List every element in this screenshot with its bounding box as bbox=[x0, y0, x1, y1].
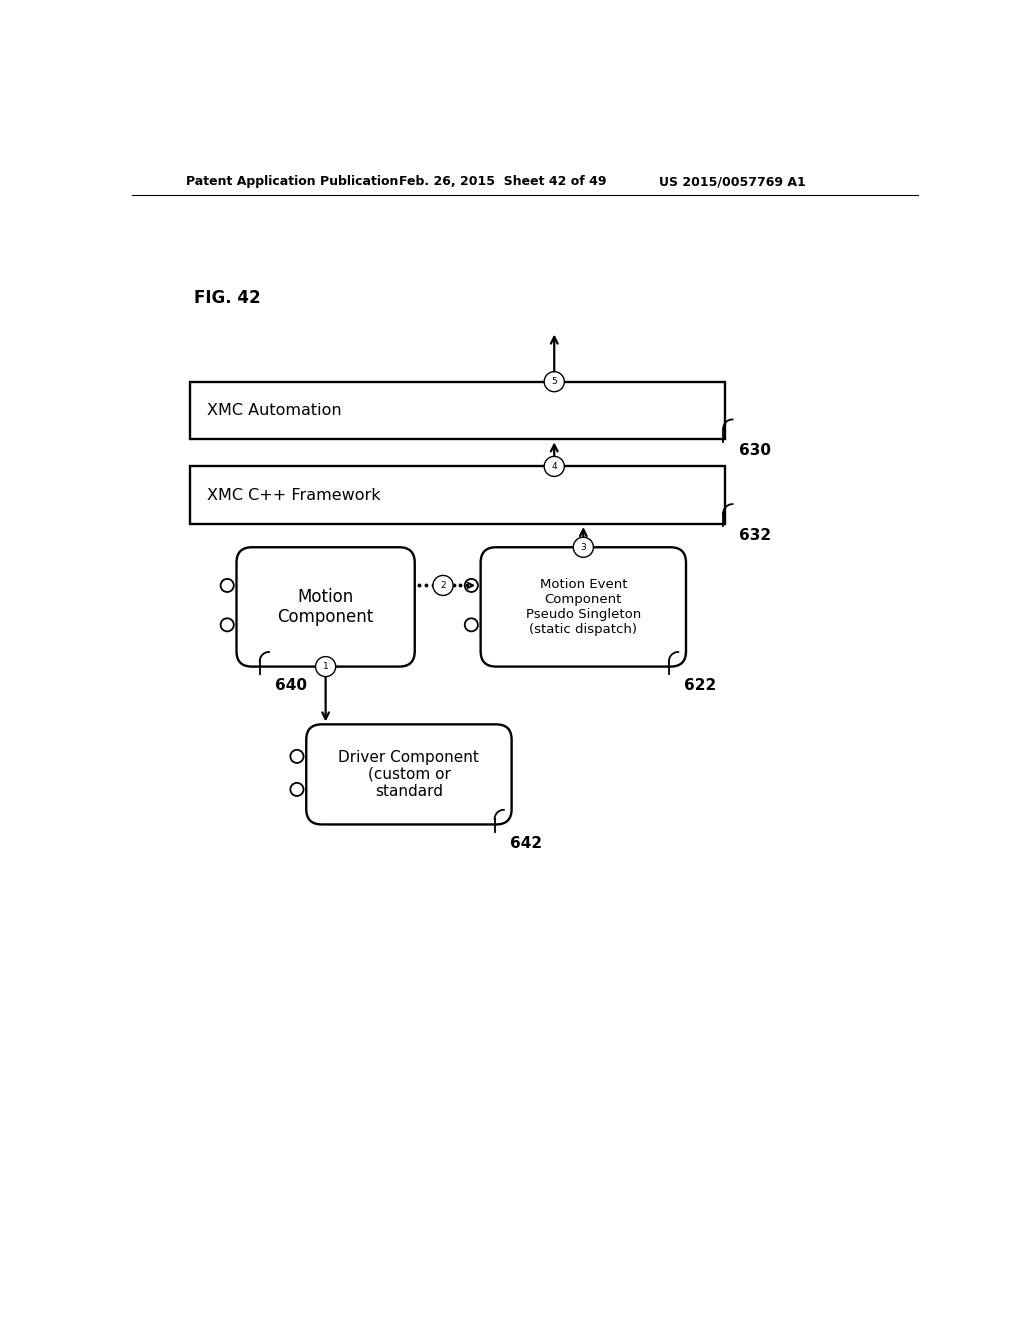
Text: 630: 630 bbox=[738, 444, 771, 458]
Bar bbox=[190, 381, 725, 440]
Text: Motion
Component: Motion Component bbox=[278, 587, 374, 626]
Text: Driver Component
(custom or
standard: Driver Component (custom or standard bbox=[339, 750, 479, 800]
Text: 642: 642 bbox=[510, 836, 542, 851]
Text: 5: 5 bbox=[551, 378, 557, 387]
Text: 632: 632 bbox=[738, 528, 771, 543]
Text: XMC Automation: XMC Automation bbox=[207, 403, 342, 418]
Circle shape bbox=[544, 372, 564, 392]
FancyBboxPatch shape bbox=[480, 548, 686, 667]
FancyBboxPatch shape bbox=[237, 548, 415, 667]
Text: 1: 1 bbox=[323, 663, 329, 671]
Circle shape bbox=[433, 576, 453, 595]
Bar bbox=[190, 466, 725, 524]
Text: FIG. 42: FIG. 42 bbox=[194, 289, 260, 308]
Circle shape bbox=[573, 537, 593, 557]
Text: 3: 3 bbox=[581, 543, 586, 552]
Text: Feb. 26, 2015  Sheet 42 of 49: Feb. 26, 2015 Sheet 42 of 49 bbox=[399, 176, 607, 189]
Text: XMC C++ Framework: XMC C++ Framework bbox=[207, 488, 381, 503]
Text: US 2015/0057769 A1: US 2015/0057769 A1 bbox=[658, 176, 806, 189]
Text: Patent Application Publication: Patent Application Publication bbox=[186, 176, 398, 189]
FancyBboxPatch shape bbox=[306, 725, 512, 825]
Text: 622: 622 bbox=[684, 678, 717, 693]
Text: 640: 640 bbox=[275, 678, 307, 693]
Circle shape bbox=[315, 656, 336, 677]
Circle shape bbox=[544, 457, 564, 477]
Text: Motion Event
Component
Pseudo Singleton
(static dispatch): Motion Event Component Pseudo Singleton … bbox=[525, 578, 641, 636]
Text: 4: 4 bbox=[552, 462, 557, 471]
Text: 2: 2 bbox=[440, 581, 445, 590]
